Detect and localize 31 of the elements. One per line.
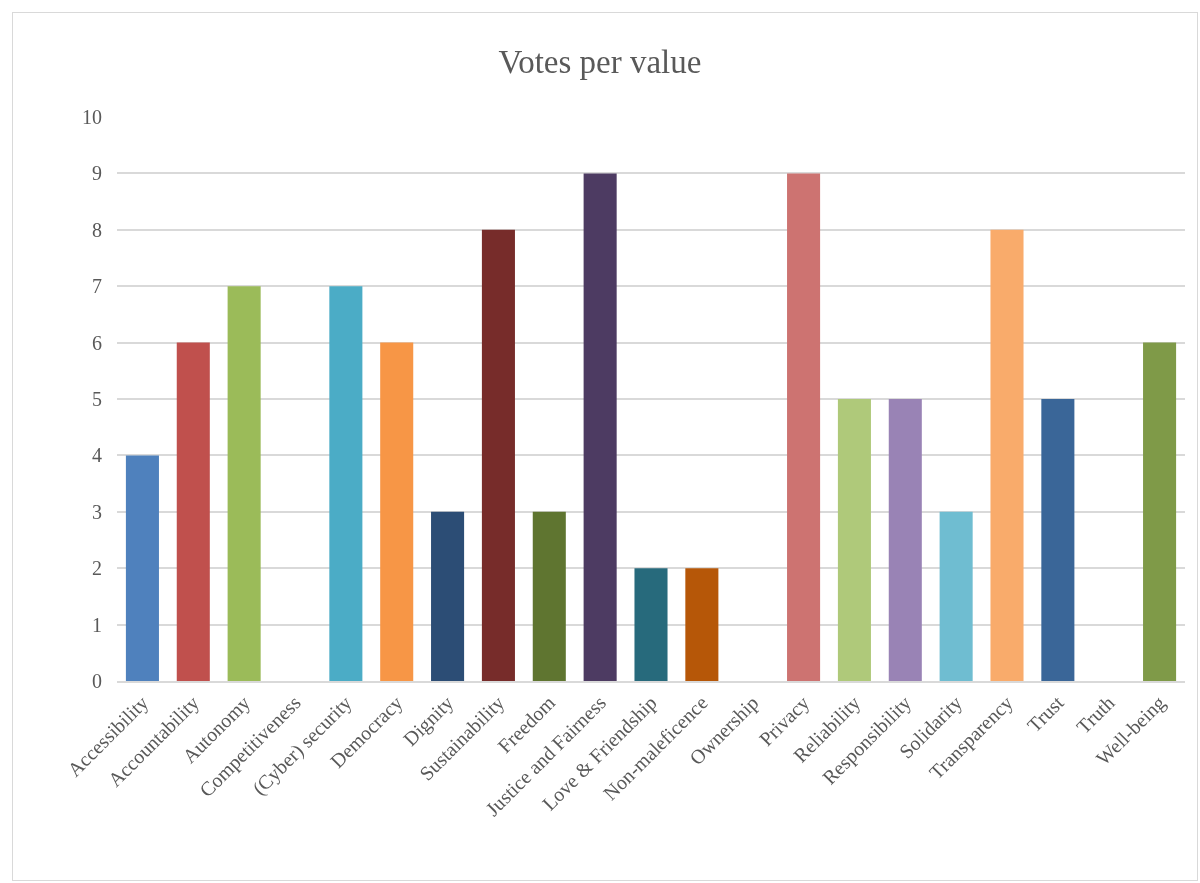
- bar: [685, 568, 719, 681]
- bar: [431, 511, 465, 681]
- chart-title: Votes per value: [498, 44, 702, 81]
- bar: [176, 342, 210, 681]
- y-tick-label: 9: [92, 162, 102, 185]
- bar: [837, 399, 871, 681]
- y-tick-label: 0: [92, 670, 102, 692]
- y-tick-label: 1: [92, 613, 102, 636]
- bar: [583, 173, 617, 681]
- bar: [634, 568, 668, 681]
- y-tick-label: 6: [92, 331, 102, 354]
- bar: [1143, 342, 1177, 681]
- y-tick-label: 8: [92, 218, 102, 241]
- y-tick-label: 5: [92, 388, 102, 410]
- y-tick-label: 10: [82, 106, 102, 128]
- bar: [125, 455, 159, 681]
- bar: [227, 286, 261, 681]
- bar: [888, 399, 922, 681]
- y-tick-label: 3: [92, 500, 102, 523]
- x-tick-label: Trust: [1022, 691, 1069, 737]
- bar: [990, 229, 1024, 681]
- y-tick-label: 7: [92, 275, 102, 298]
- y-tick-label: 4: [92, 444, 102, 467]
- bar: [1041, 399, 1075, 681]
- bar: [380, 342, 414, 681]
- bar: [329, 286, 363, 681]
- y-tick-label: 2: [92, 557, 102, 580]
- bar: [787, 173, 821, 681]
- bar: [481, 229, 515, 681]
- bar: [532, 511, 566, 681]
- bar: [939, 511, 973, 681]
